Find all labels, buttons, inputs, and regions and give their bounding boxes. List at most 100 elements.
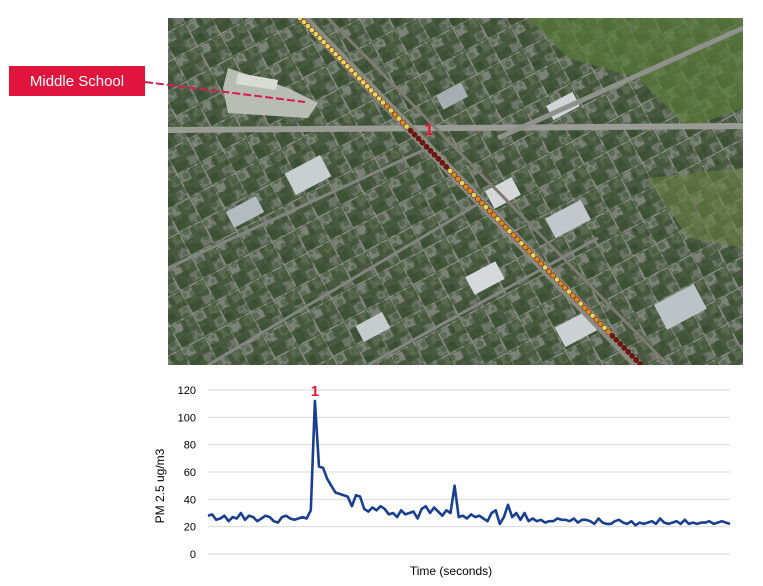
satellite-map[interactable]: 1 (168, 18, 743, 365)
track-point (486, 208, 493, 214)
y-tick-label: 0 (190, 549, 196, 561)
track-point (621, 345, 628, 351)
track-point (443, 164, 450, 170)
track-point (332, 51, 339, 58)
track-point (617, 341, 624, 347)
warehouse (545, 199, 591, 239)
measurement-track (297, 18, 643, 365)
track-point (407, 127, 414, 134)
track-point (368, 87, 374, 94)
track-point (364, 83, 371, 90)
track-point (324, 43, 331, 50)
track-point (581, 304, 588, 311)
track-point (613, 336, 620, 343)
y-tick-labels: 0 20 40 60 80 100 120 (178, 385, 196, 561)
track-point (471, 192, 477, 198)
track-point (502, 224, 509, 231)
track-point (431, 151, 438, 158)
track-point (554, 276, 560, 283)
track-point (376, 95, 382, 102)
track-point (490, 212, 497, 218)
track-point (403, 123, 410, 130)
track-point (498, 220, 505, 227)
track-point (305, 23, 311, 29)
track-point (411, 131, 418, 138)
track-point (510, 232, 517, 239)
track-point (625, 349, 632, 355)
track-point (340, 59, 347, 66)
track-point (558, 280, 564, 287)
track-point (372, 91, 378, 98)
y-tick-label: 60 (184, 467, 196, 479)
track-point (605, 328, 612, 335)
track-point (534, 256, 541, 263)
track-point (577, 300, 584, 307)
highway (168, 123, 743, 133)
track-point (427, 147, 434, 154)
pm25-line-chart: 0 20 40 60 80 100 120 1 PM 2.5 ug/m3 Time (sec… (153, 383, 731, 578)
track-point (356, 75, 363, 82)
track-point (380, 99, 386, 106)
track-point (522, 244, 529, 251)
callout-label-text: Middle School (29, 72, 125, 90)
series-line (207, 399, 731, 527)
track-point (419, 139, 426, 146)
track-point (459, 180, 465, 186)
track-point (301, 19, 307, 25)
track-point (348, 67, 355, 74)
track-point (609, 332, 616, 339)
track-point (467, 188, 473, 194)
track-point (451, 172, 458, 178)
track-point (601, 324, 608, 331)
track-point (597, 320, 604, 327)
field-area (528, 18, 743, 128)
track-point (352, 71, 359, 78)
track-point (637, 361, 643, 365)
street (168, 146, 429, 270)
y-tick-label: 20 (184, 522, 196, 534)
track-point (562, 284, 568, 291)
track-point (518, 240, 525, 247)
track-point (435, 155, 442, 162)
track-point (475, 196, 481, 202)
track-point (399, 119, 406, 126)
track-point (328, 47, 335, 54)
track-point (530, 252, 537, 259)
track-point (482, 204, 489, 210)
track-point (297, 18, 303, 21)
track-point (546, 268, 552, 275)
track-point (344, 63, 351, 70)
street (207, 196, 489, 365)
y-tick-label: 80 (184, 440, 196, 452)
warehouse (225, 196, 265, 228)
parallel-road (325, 18, 670, 365)
track-point (316, 35, 323, 41)
track-point (506, 228, 513, 235)
track-point (538, 260, 545, 267)
track-point (308, 27, 315, 33)
track-point (589, 312, 596, 319)
warehouse (355, 312, 391, 342)
chart-grid (208, 389, 730, 555)
track-point (569, 292, 576, 299)
track-point (395, 115, 402, 122)
track-point (494, 216, 501, 223)
warehouse (435, 82, 469, 110)
y-tick-label: 120 (178, 385, 196, 397)
track-point (585, 308, 592, 315)
y-tick-label: 40 (184, 494, 196, 506)
track-point (550, 272, 556, 279)
track-point (526, 248, 533, 255)
callout-label-middle-school: Middle School (9, 66, 145, 96)
x-axis-label: Time (seconds) (410, 564, 492, 578)
y-axis-label: PM 2.5 ug/m3 (153, 448, 167, 523)
track-point (566, 288, 572, 295)
track-point (320, 39, 327, 46)
y-tick-label: 100 (178, 412, 196, 424)
track-point (479, 200, 485, 206)
track-point (415, 135, 422, 142)
track-point (423, 143, 430, 150)
warehouse (554, 310, 598, 348)
arterial-road (496, 25, 743, 141)
